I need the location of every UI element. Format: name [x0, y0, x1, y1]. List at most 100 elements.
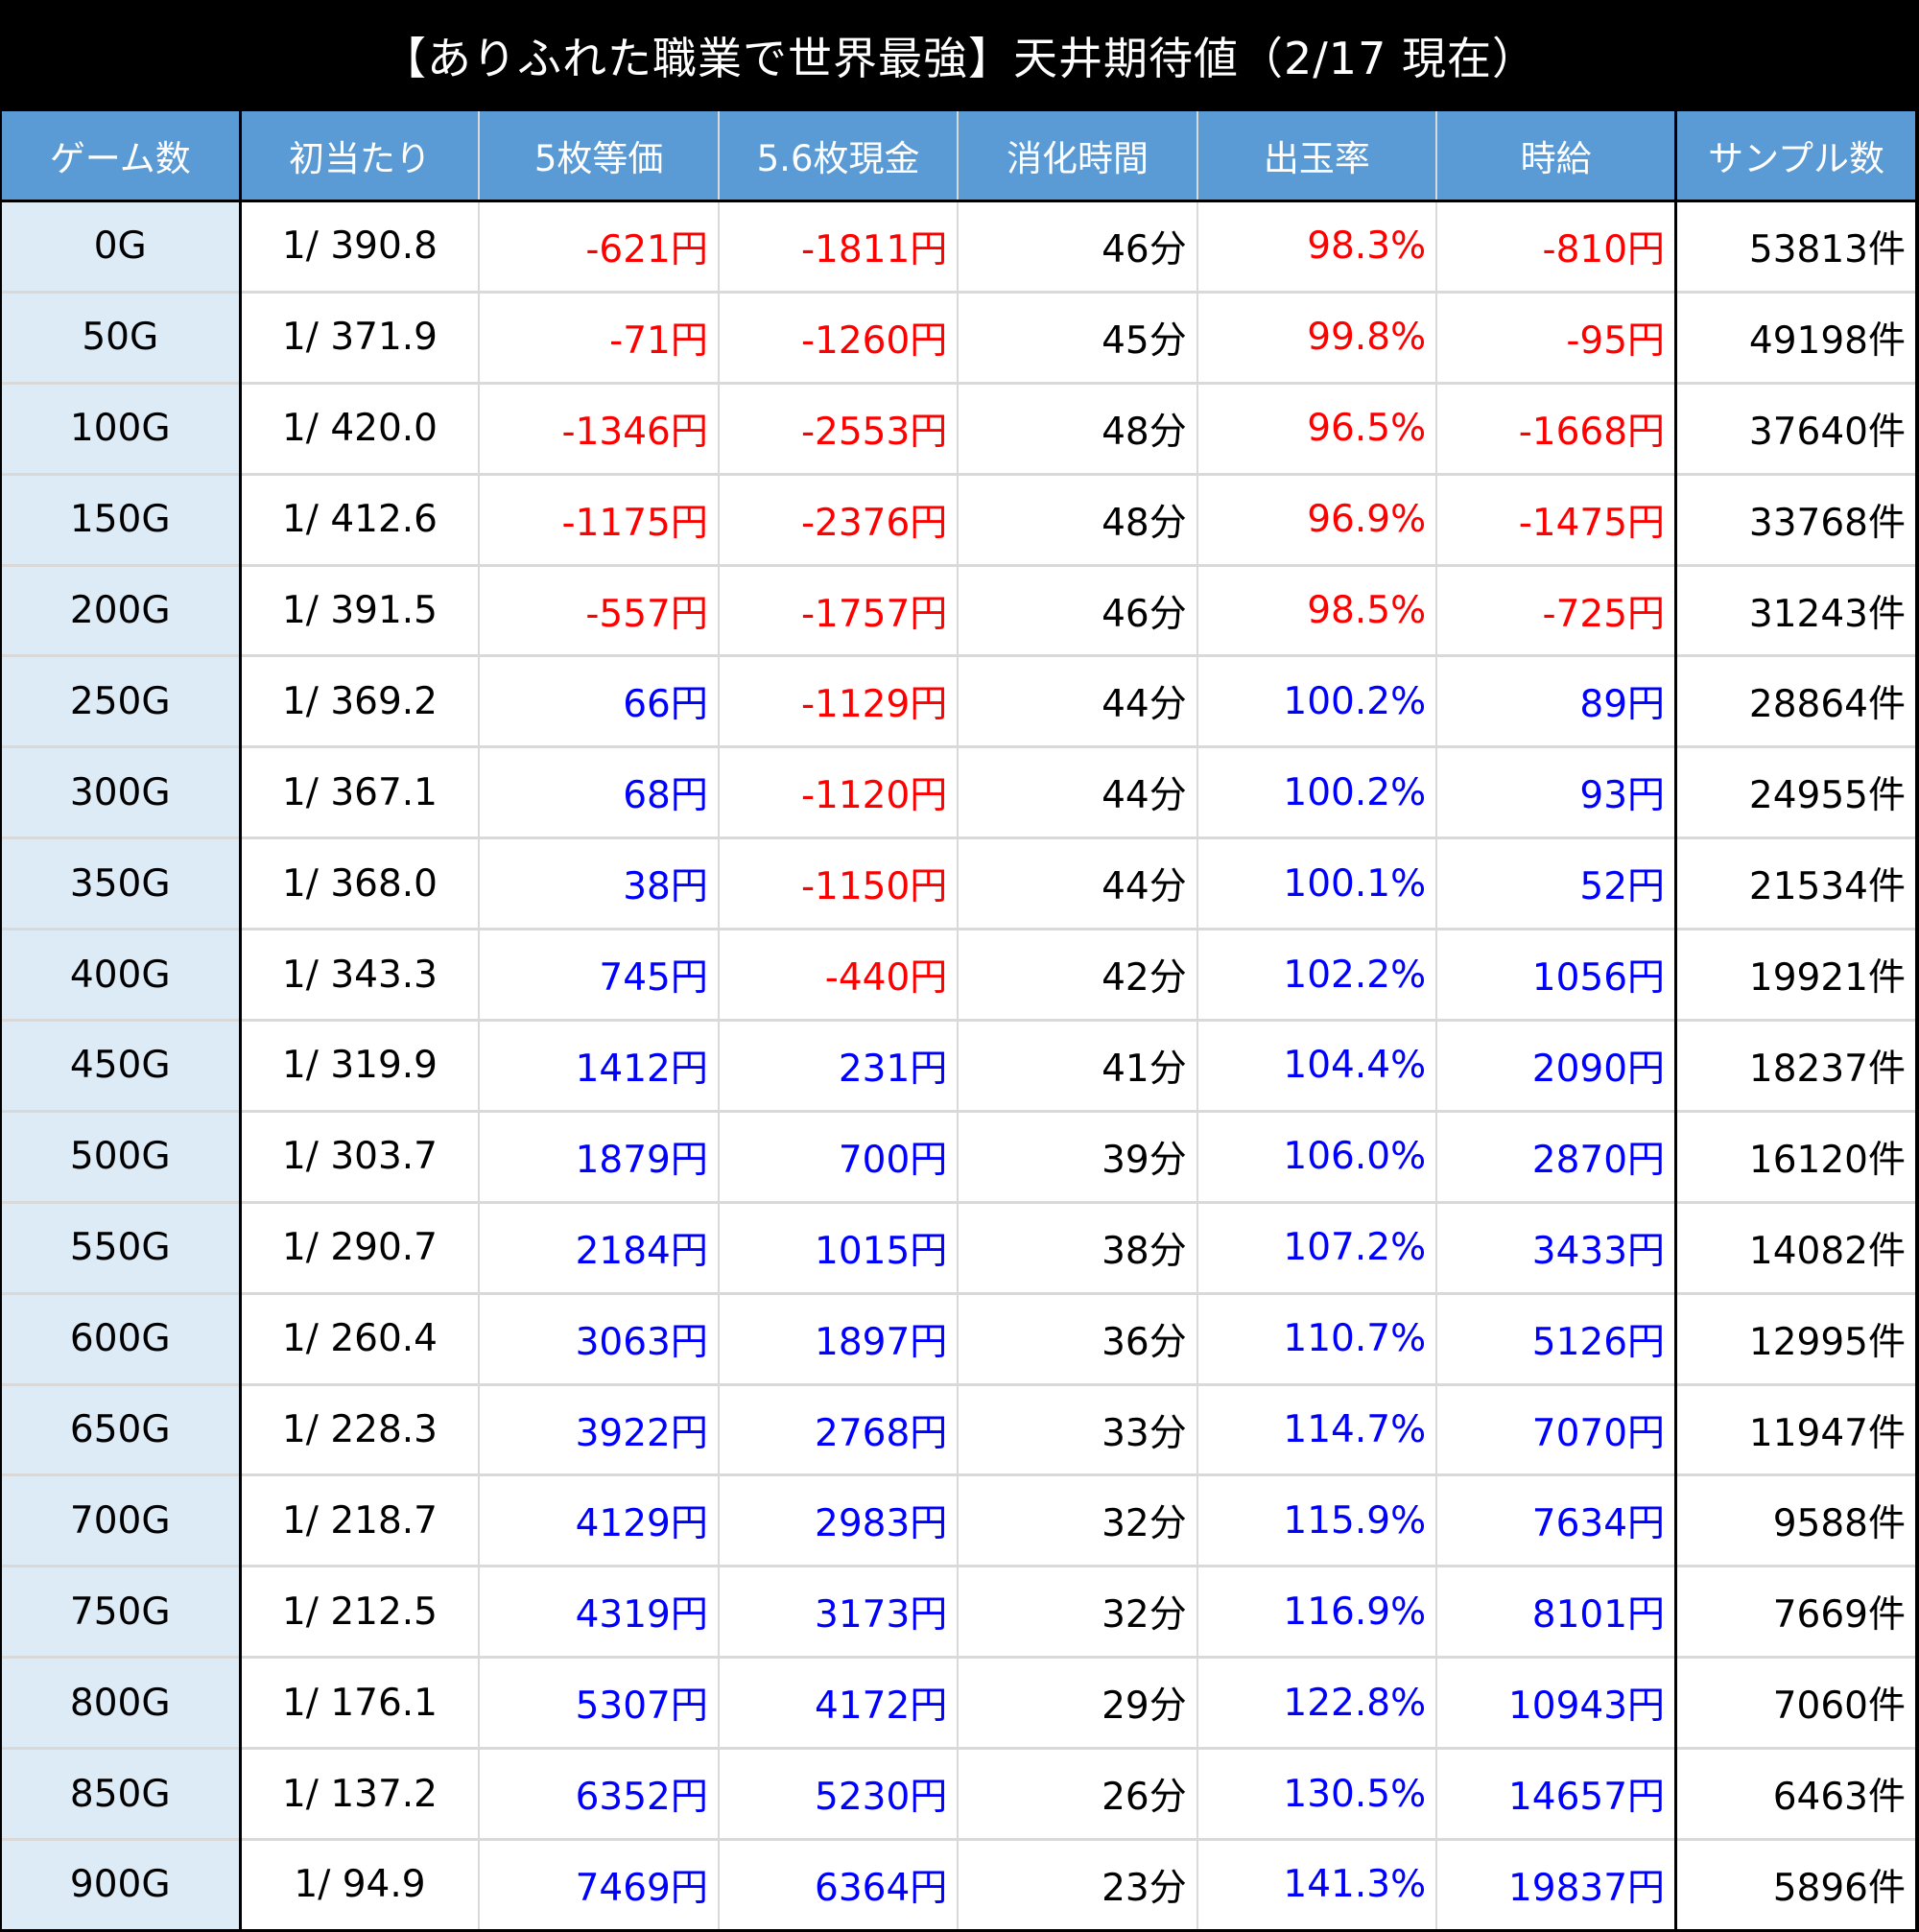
- game-count-cell: 250G: [2, 654, 241, 747]
- table-row: 250G 1/ 369.2 66円 -1129円 44分 100.2% 89円 28864件: [2, 654, 1915, 747]
- game-count-cell: 750G: [2, 1565, 241, 1658]
- game-count-cell: 500G: [2, 1109, 241, 1203]
- samples-cell: 5896件: [1674, 1838, 1915, 1932]
- time-cell: 39分: [957, 1109, 1197, 1203]
- table-row: 650G 1/ 228.3 3922円 2768円 33分 114.7% 7070円 1194…: [2, 1382, 1915, 1475]
- samples-cell: 12995件: [1674, 1291, 1915, 1385]
- eq5-cell: 7469円: [478, 1838, 719, 1932]
- samples-cell: 16120件: [1674, 1109, 1915, 1203]
- hourly-cell: 19837円: [1435, 1838, 1676, 1932]
- eq5-cell: -1346円: [478, 381, 719, 475]
- game-count-cell: 150G: [2, 472, 241, 566]
- first-hit-cell: 1/ 218.7: [238, 1473, 480, 1567]
- hourly-cell: 2090円: [1435, 1019, 1676, 1112]
- expected-value-table: ゲーム数 初当たり 5枚等価 5.6枚現金 消化時間 出玉率 時給 サンプル数 …: [2, 111, 1915, 1932]
- samples-cell: 18237件: [1674, 1019, 1915, 1112]
- payout-cell: 106.0%: [1196, 1109, 1437, 1203]
- game-count-cell: 850G: [2, 1747, 241, 1840]
- cash56-cell: 1015円: [717, 1200, 959, 1294]
- first-hit-cell: 1/ 420.0: [238, 381, 480, 475]
- eq5-cell: 66円: [478, 654, 719, 747]
- samples-cell: 33768件: [1674, 472, 1915, 566]
- cash56-cell: -2553円: [717, 381, 959, 475]
- hourly-cell: 10943円: [1435, 1656, 1676, 1749]
- payout-cell: 130.5%: [1196, 1747, 1437, 1840]
- cash56-cell: 231円: [717, 1019, 959, 1112]
- payout-cell: 96.9%: [1196, 472, 1437, 566]
- header-eq5: 5枚等価: [478, 111, 719, 202]
- eq5-cell: 1412円: [478, 1019, 719, 1112]
- cash56-cell: 4172円: [717, 1656, 959, 1749]
- first-hit-cell: 1/ 371.9: [238, 290, 480, 384]
- hourly-cell: -1668円: [1435, 381, 1676, 475]
- game-count-cell: 700G: [2, 1473, 241, 1567]
- table-row: 700G 1/ 218.7 4129円 2983円 32分 115.9% 7634円 9588…: [2, 1473, 1915, 1567]
- samples-cell: 49198件: [1674, 290, 1915, 384]
- hourly-cell: -725円: [1435, 563, 1676, 656]
- hourly-cell: 1056円: [1435, 928, 1676, 1021]
- eq5-cell: 4319円: [478, 1565, 719, 1658]
- payout-cell: 116.9%: [1196, 1565, 1437, 1658]
- time-cell: 36分: [957, 1291, 1197, 1385]
- first-hit-cell: 1/ 369.2: [238, 654, 480, 747]
- payout-cell: 107.2%: [1196, 1200, 1437, 1294]
- hourly-cell: 3433円: [1435, 1200, 1676, 1294]
- payout-cell: 99.8%: [1196, 290, 1437, 384]
- samples-cell: 24955件: [1674, 745, 1915, 838]
- time-cell: 26分: [957, 1747, 1197, 1840]
- game-count-cell: 350G: [2, 836, 241, 930]
- cash56-cell: -2376円: [717, 472, 959, 566]
- time-cell: 38分: [957, 1200, 1197, 1294]
- first-hit-cell: 1/ 94.9: [238, 1838, 480, 1932]
- table-row: 850G 1/ 137.2 6352円 5230円 26分 130.5% 14657円 646…: [2, 1747, 1915, 1840]
- time-cell: 46分: [957, 200, 1197, 293]
- table-row: 550G 1/ 290.7 2184円 1015円 38分 107.2% 3433円 1408…: [2, 1200, 1915, 1294]
- eq5-cell: 6352円: [478, 1747, 719, 1840]
- cash56-cell: -1150円: [717, 836, 959, 930]
- first-hit-cell: 1/ 290.7: [238, 1200, 480, 1294]
- table-row: 750G 1/ 212.5 4319円 3173円 32分 116.9% 8101円 7669…: [2, 1565, 1915, 1658]
- samples-cell: 14082件: [1674, 1200, 1915, 1294]
- cash56-cell: -1811円: [717, 200, 959, 293]
- time-cell: 29分: [957, 1656, 1197, 1749]
- time-cell: 23分: [957, 1838, 1197, 1932]
- eq5-cell: -1175円: [478, 472, 719, 566]
- samples-cell: 9588件: [1674, 1473, 1915, 1567]
- eq5-cell: 68円: [478, 745, 719, 838]
- game-count-cell: 400G: [2, 928, 241, 1021]
- payout-cell: 100.1%: [1196, 836, 1437, 930]
- cash56-cell: 3173円: [717, 1565, 959, 1658]
- samples-cell: 28864件: [1674, 654, 1915, 747]
- first-hit-cell: 1/ 212.5: [238, 1565, 480, 1658]
- hourly-cell: 89円: [1435, 654, 1676, 747]
- game-count-cell: 600G: [2, 1291, 241, 1385]
- table-row: 800G 1/ 176.1 5307円 4172円 29分 122.8% 10943円 706…: [2, 1656, 1915, 1749]
- eq5-cell: 5307円: [478, 1656, 719, 1749]
- header-hourly: 時給: [1435, 111, 1676, 202]
- first-hit-cell: 1/ 228.3: [238, 1382, 480, 1475]
- eq5-cell: 3922円: [478, 1382, 719, 1475]
- samples-cell: 21534件: [1674, 836, 1915, 930]
- first-hit-cell: 1/ 367.1: [238, 745, 480, 838]
- table-row: 200G 1/ 391.5 -557円 -1757円 46分 98.5% -725円 3124…: [2, 563, 1915, 656]
- samples-cell: 37640件: [1674, 381, 1915, 475]
- cash56-cell: 2768円: [717, 1382, 959, 1475]
- time-cell: 41分: [957, 1019, 1197, 1112]
- eq5-cell: 4129円: [478, 1473, 719, 1567]
- first-hit-cell: 1/ 137.2: [238, 1747, 480, 1840]
- eq5-cell: -71円: [478, 290, 719, 384]
- cash56-cell: 700円: [717, 1109, 959, 1203]
- time-cell: 44分: [957, 836, 1197, 930]
- hourly-cell: 14657円: [1435, 1747, 1676, 1840]
- game-count-cell: 0G: [2, 200, 241, 293]
- table-row: 500G 1/ 303.7 1879円 700円 39分 106.0% 2870円 16120…: [2, 1109, 1915, 1203]
- cash56-cell: 5230円: [717, 1747, 959, 1840]
- time-cell: 48分: [957, 472, 1197, 566]
- cash56-cell: 2983円: [717, 1473, 959, 1567]
- hourly-cell: 52円: [1435, 836, 1676, 930]
- time-cell: 32分: [957, 1473, 1197, 1567]
- eq5-cell: 3063円: [478, 1291, 719, 1385]
- header-time: 消化時間: [957, 111, 1197, 202]
- table-row: 0G 1/ 390.8 -621円 -1811円 46分 98.3% -810円 53813件: [2, 200, 1915, 293]
- hourly-cell: 8101円: [1435, 1565, 1676, 1658]
